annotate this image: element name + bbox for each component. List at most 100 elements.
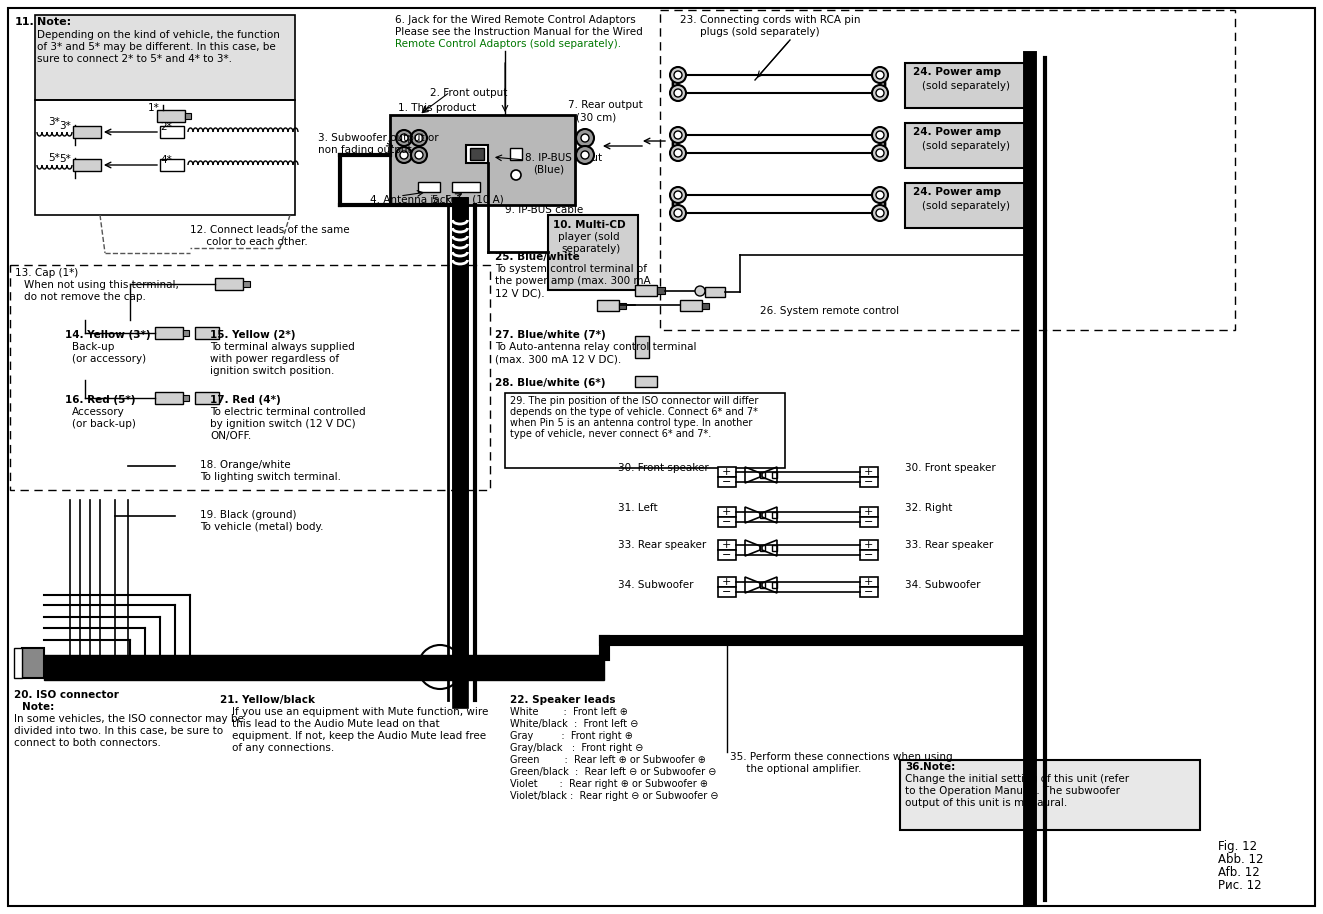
Bar bbox=[157, 110, 185, 122]
Text: Violet/black :  Rear right ⊖ or Subwoofer ⊖: Violet/black : Rear right ⊖ or Subwoofer… bbox=[509, 791, 718, 801]
Text: +: + bbox=[864, 507, 873, 517]
Text: Note:: Note: bbox=[923, 762, 955, 772]
Text: Note:: Note: bbox=[37, 17, 71, 27]
Text: 28. Blue/white (6*): 28. Blue/white (6*) bbox=[495, 378, 606, 388]
Text: (sold separately): (sold separately) bbox=[922, 141, 1009, 151]
Bar bbox=[759, 545, 765, 551]
Text: Remote Control Adaptors (sold separately).: Remote Control Adaptors (sold separately… bbox=[396, 39, 620, 49]
Bar bbox=[155, 392, 183, 404]
Text: 8. IP-BUS input: 8. IP-BUS input bbox=[525, 153, 602, 163]
Text: When not using this terminal,: When not using this terminal, bbox=[24, 280, 179, 290]
Text: 24. Power amp: 24. Power amp bbox=[913, 127, 1002, 137]
Bar bbox=[718, 467, 736, 477]
Circle shape bbox=[673, 149, 681, 157]
Text: 30. Front speaker: 30. Front speaker bbox=[905, 463, 996, 473]
Text: 33. Rear speaker: 33. Rear speaker bbox=[905, 540, 994, 550]
Text: To lighting switch terminal.: To lighting switch terminal. bbox=[200, 472, 341, 482]
Bar bbox=[658, 287, 665, 294]
Text: color to each other.: color to each other. bbox=[191, 237, 308, 247]
Circle shape bbox=[411, 130, 427, 146]
Text: ignition switch position.: ignition switch position. bbox=[210, 366, 335, 376]
Bar bbox=[470, 148, 484, 160]
Text: (sold separately): (sold separately) bbox=[922, 81, 1009, 91]
Text: depends on the type of vehicle. Connect 6* and 7*: depends on the type of vehicle. Connect … bbox=[509, 407, 758, 417]
Bar bbox=[703, 303, 709, 309]
Circle shape bbox=[669, 187, 687, 203]
Bar bbox=[860, 577, 878, 587]
Bar bbox=[660, 10, 1234, 330]
Bar bbox=[73, 159, 101, 171]
Text: 12 V DC).: 12 V DC). bbox=[495, 288, 545, 298]
Text: 3*: 3* bbox=[60, 121, 71, 131]
Circle shape bbox=[876, 191, 884, 199]
Bar bbox=[216, 278, 243, 290]
Bar bbox=[635, 336, 650, 358]
Text: Gray/black   :  Front right ⊖: Gray/black : Front right ⊖ bbox=[509, 743, 643, 753]
Text: sure to connect 2* to 5* and 4* to 3*.: sure to connect 2* to 5* and 4* to 3*. bbox=[37, 54, 232, 64]
Circle shape bbox=[576, 146, 594, 164]
Text: −: − bbox=[864, 477, 873, 487]
Text: Abb. 12: Abb. 12 bbox=[1218, 853, 1263, 866]
Bar bbox=[718, 477, 736, 487]
Circle shape bbox=[876, 89, 884, 97]
Bar bbox=[718, 540, 736, 550]
Text: 16. Red (5*): 16. Red (5*) bbox=[65, 395, 135, 405]
Bar bbox=[759, 512, 765, 518]
Text: 23. Connecting cords with RCA pin: 23. Connecting cords with RCA pin bbox=[680, 15, 860, 25]
Bar bbox=[73, 126, 101, 138]
Bar bbox=[597, 300, 619, 311]
Text: Fig. 12: Fig. 12 bbox=[1218, 840, 1257, 853]
Text: −: − bbox=[864, 517, 873, 527]
Circle shape bbox=[511, 170, 521, 180]
Text: (sold separately): (sold separately) bbox=[922, 201, 1009, 211]
Text: 10. Multi-CD: 10. Multi-CD bbox=[553, 220, 626, 230]
Circle shape bbox=[415, 151, 423, 159]
Text: −: − bbox=[722, 517, 732, 527]
Text: 33. Rear speaker: 33. Rear speaker bbox=[618, 540, 706, 550]
Circle shape bbox=[396, 130, 411, 146]
Circle shape bbox=[695, 286, 705, 296]
Circle shape bbox=[581, 151, 589, 159]
Text: with power regardless of: with power regardless of bbox=[210, 354, 339, 364]
Bar bbox=[194, 392, 220, 404]
Circle shape bbox=[669, 127, 687, 143]
Text: type of vehicle, never connect 6* and 7*.: type of vehicle, never connect 6* and 7*… bbox=[509, 429, 712, 439]
Text: 24. Power amp: 24. Power amp bbox=[913, 187, 1002, 197]
Circle shape bbox=[669, 85, 687, 101]
Bar bbox=[718, 507, 736, 517]
Text: +: + bbox=[722, 540, 732, 550]
Bar bbox=[705, 287, 725, 297]
Bar bbox=[34, 100, 295, 215]
Text: 21. Yellow/black: 21. Yellow/black bbox=[220, 695, 315, 705]
Circle shape bbox=[673, 209, 681, 217]
Text: of any connections.: of any connections. bbox=[232, 743, 335, 753]
Bar bbox=[905, 123, 1025, 168]
Bar bbox=[773, 582, 777, 588]
Circle shape bbox=[872, 85, 888, 101]
Text: player (sold: player (sold bbox=[558, 232, 619, 242]
Bar bbox=[860, 467, 878, 477]
Text: +: + bbox=[864, 540, 873, 550]
Text: 30. Front speaker: 30. Front speaker bbox=[618, 463, 709, 473]
Bar bbox=[44, 655, 605, 680]
Text: by ignition switch (12 V DC): by ignition switch (12 V DC) bbox=[210, 419, 356, 429]
Bar bbox=[900, 760, 1200, 830]
Bar bbox=[183, 395, 189, 401]
Text: To system control terminal of: To system control terminal of bbox=[495, 264, 647, 274]
Text: to the Operation Manual). The subwoofer: to the Operation Manual). The subwoofer bbox=[905, 786, 1121, 796]
Text: 1. This product: 1. This product bbox=[398, 103, 476, 113]
Text: (max. 300 mA 12 V DC).: (max. 300 mA 12 V DC). bbox=[495, 354, 622, 364]
Text: 31. Left: 31. Left bbox=[618, 503, 658, 513]
Circle shape bbox=[581, 134, 589, 142]
Circle shape bbox=[673, 191, 681, 199]
Bar bbox=[15, 648, 22, 678]
Text: Green        :  Rear left ⊕ or Subwoofer ⊕: Green : Rear left ⊕ or Subwoofer ⊕ bbox=[509, 755, 706, 765]
Text: 5*: 5* bbox=[48, 153, 60, 163]
Text: divided into two. In this case, be sure to: divided into two. In this case, be sure … bbox=[15, 726, 224, 736]
Circle shape bbox=[872, 67, 888, 83]
Text: Depending on the kind of vehicle, the function: Depending on the kind of vehicle, the fu… bbox=[37, 30, 280, 40]
Circle shape bbox=[876, 149, 884, 157]
Bar bbox=[185, 113, 191, 119]
Circle shape bbox=[669, 145, 687, 161]
Text: 6. Jack for the Wired Remote Control Adaptors: 6. Jack for the Wired Remote Control Ada… bbox=[396, 15, 636, 25]
